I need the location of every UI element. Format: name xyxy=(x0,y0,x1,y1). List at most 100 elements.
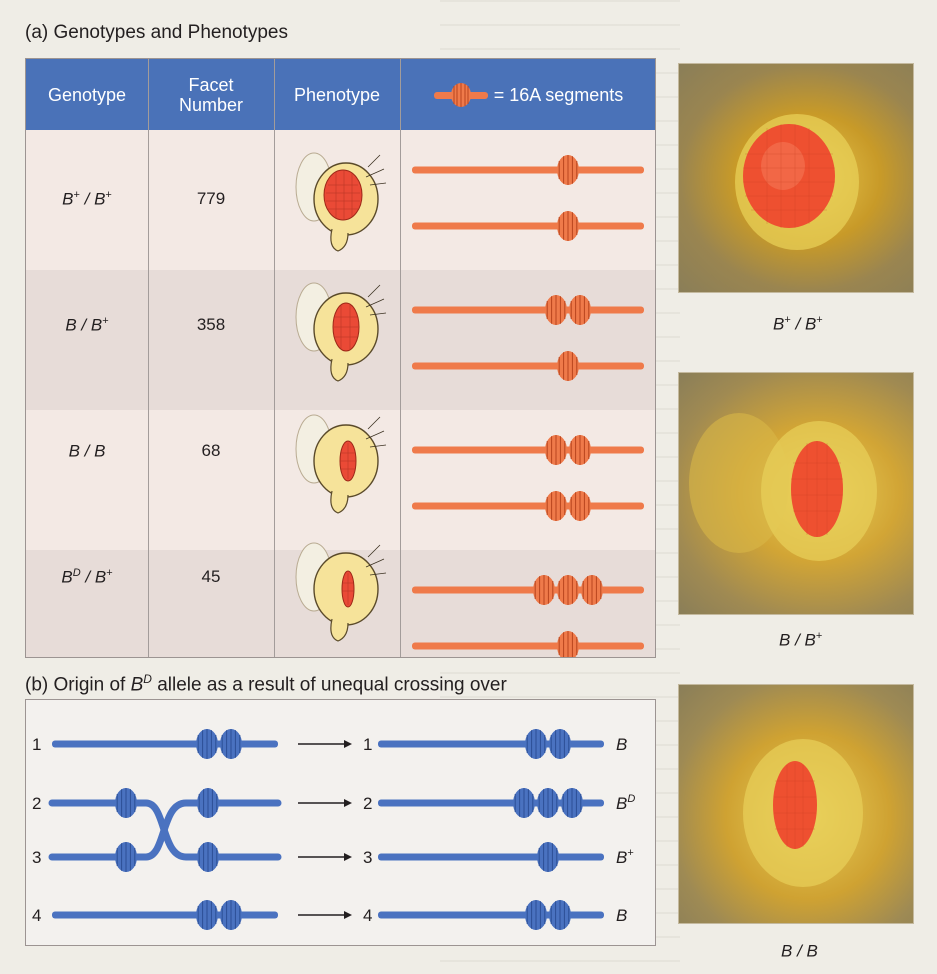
fly-head-icon xyxy=(295,414,387,514)
genotype-cell-3: B / B xyxy=(26,441,148,462)
column-divider xyxy=(400,59,401,657)
genotype-cell-4: BD / B+ xyxy=(26,567,148,588)
genotype-cell-1: B+ / B+ xyxy=(26,189,148,210)
facet-number-4: 45 xyxy=(201,567,221,586)
segment-16a-icon xyxy=(557,351,579,381)
compound-eye-icon xyxy=(689,413,877,561)
facet-number-1: 779 xyxy=(196,189,226,208)
chromosome-line xyxy=(412,502,644,510)
genotype-sep: / xyxy=(80,567,95,587)
segment-16a-icon xyxy=(525,900,547,930)
chromosome-line xyxy=(378,740,604,748)
genotype-allele: B xyxy=(61,567,73,587)
compound-eye-icon xyxy=(735,114,859,250)
segment-16a-icon xyxy=(545,435,567,465)
header-phenotype: Phenotype xyxy=(293,84,381,105)
genotype-allele: B xyxy=(90,315,103,335)
fly-head-icon xyxy=(295,152,387,252)
segment-16a-icon xyxy=(196,729,218,759)
chromosome-number-right: 2 xyxy=(363,794,372,813)
segment-diagram xyxy=(412,155,644,657)
chromosome-number-right: 4 xyxy=(363,906,372,925)
compound-eye-icon xyxy=(743,739,863,887)
part-b-title: (b) Origin of BD allele as a result of u… xyxy=(25,672,507,696)
crossover-strand xyxy=(48,799,282,861)
facet-number-3: 68 xyxy=(201,441,221,460)
segment-16a-icon xyxy=(115,788,137,818)
column-divider xyxy=(148,59,149,657)
photo-caption-3: B / B xyxy=(781,941,818,962)
arrow-icon xyxy=(298,911,352,919)
genotype-cell-2: B / B+ xyxy=(26,315,148,336)
chromosome-line xyxy=(378,911,604,919)
photo-caption-1: B+ / B+ xyxy=(773,314,823,335)
facet-number-2: 358 xyxy=(196,315,226,334)
genotype-allele: B xyxy=(94,441,106,461)
segment-16a-icon xyxy=(557,211,579,241)
chromosome-line xyxy=(412,642,644,650)
chromosome-line xyxy=(412,446,644,454)
genotype-allele: B xyxy=(62,189,74,209)
allele-label: BD xyxy=(616,793,635,813)
chromosome-number-left: 2 xyxy=(32,794,41,813)
chromosome-line xyxy=(412,362,644,370)
chromosome-line xyxy=(412,306,644,314)
arrow-icon xyxy=(298,740,352,748)
genotype-sup: + xyxy=(106,567,113,579)
chromosome-number-left: 1 xyxy=(32,735,41,754)
genotype-sup: + xyxy=(73,189,80,201)
part-b-title-pre: (b) Origin of xyxy=(25,674,131,696)
fly-head-icon xyxy=(295,282,387,382)
photo-caption-2: B / B+ xyxy=(779,630,822,651)
arrow-icon xyxy=(298,799,352,807)
segment-16a-icon xyxy=(545,491,567,521)
genotype-allele: B xyxy=(94,189,106,209)
segment-16a-icon xyxy=(537,842,559,872)
part-b-title-post: allele as a result of unequal crossing o… xyxy=(151,674,507,696)
genotype-sep: / xyxy=(76,315,91,335)
segment-16a-icon xyxy=(561,788,583,818)
fly-head-icon xyxy=(295,542,387,642)
segment-16a-icon xyxy=(569,435,591,465)
genotype-allele: B xyxy=(68,441,80,461)
genotype-sep: / xyxy=(79,441,95,461)
genotype-sup: D xyxy=(72,567,81,579)
segment-16a-icon xyxy=(196,900,218,930)
segment-16a-icon xyxy=(197,788,219,818)
fly-eye-photo-3 xyxy=(678,684,914,924)
fly-eye-photo-2 xyxy=(678,372,914,615)
caption-allele: B xyxy=(781,941,793,961)
arrow-icon xyxy=(298,853,352,861)
segment-16a-icon xyxy=(569,295,591,325)
segment-16a-icon xyxy=(557,575,579,605)
header-legend: = 16A segments xyxy=(400,59,655,130)
column-divider xyxy=(274,59,275,657)
table-header xyxy=(26,59,655,130)
segment-16a-icon xyxy=(549,729,571,759)
crossing-over-panel: 1 2 3 4 1 2 3 4 B BD B+ B xyxy=(25,699,656,946)
allele-label: B+ xyxy=(616,847,634,867)
chromosome-line xyxy=(52,740,278,748)
caption-sup: + xyxy=(815,630,823,642)
part-b-title-sup: D xyxy=(143,672,152,686)
part-a-title: (a) Genotypes and Phenotypes xyxy=(25,22,289,43)
chromosome-number-right: 1 xyxy=(363,735,372,754)
fly-eye-photo-1 xyxy=(678,63,914,293)
header-facet-line1: Facet xyxy=(188,74,234,95)
caption-allele: B xyxy=(804,630,816,650)
segment-16a-icon xyxy=(557,631,579,657)
segment-16a-icon xyxy=(220,729,242,759)
genotype-allele: B xyxy=(94,567,107,587)
allele-label: B xyxy=(616,735,627,754)
legend-label: = 16A segments xyxy=(493,84,624,105)
segment-16a-icon xyxy=(545,295,567,325)
header-genotype: Genotype xyxy=(47,84,127,105)
segment-16a-icon xyxy=(537,788,559,818)
caption-allele: B xyxy=(773,314,785,334)
segment-16a-icon xyxy=(220,900,242,930)
genotype-sep: / xyxy=(79,189,95,209)
chromosome-line xyxy=(412,586,644,594)
caption-sep: / xyxy=(792,941,807,961)
header-facet-number: Facet Number xyxy=(148,59,274,130)
segment-16a-icon xyxy=(569,491,591,521)
